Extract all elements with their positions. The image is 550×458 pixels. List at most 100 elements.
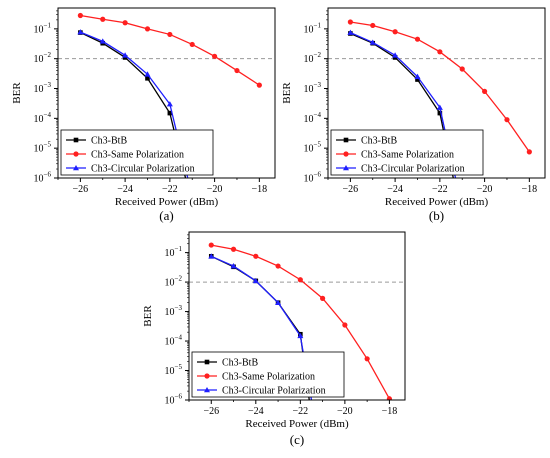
data-point [211,53,218,59]
x-axis-title: Received Power (dBm) [245,418,349,430]
legend-box [191,351,345,398]
legend-label: Ch3-Same Polarization [91,150,184,161]
y-tick-base: 10 [304,114,314,125]
y-tick-base: 10 [34,24,44,35]
data-point [415,77,420,82]
y-tick-base: 10 [165,248,175,259]
series-line-2 [350,31,457,178]
y-tick-base: 10 [34,84,44,95]
x-axis-title: Received Power (dBm) [385,196,489,208]
legend-box [60,129,214,176]
data-point [369,39,376,45]
data-point [320,295,326,301]
y-axis-title: BER [11,82,23,104]
series-2 [77,29,189,178]
legend-marker [204,373,210,379]
data-point [414,73,421,79]
series-2 [208,253,313,400]
y-tick-base: 10 [34,144,44,155]
data-point [167,31,173,38]
y-tick-exponent: −4 [175,334,183,342]
y-tick-exponent: −4 [314,111,322,119]
x-tick-label: −20 [477,184,493,195]
legend-label: Ch3-BtB [222,358,258,369]
data-point [275,299,282,305]
y-tick-label: 10−1 [304,21,322,35]
panel-label: (c) [290,432,304,447]
y-axis-title: BER [281,82,293,104]
panel-3: −26 −24 −22 −20 −1810−610−510−410−310−210−1R… [142,231,406,430]
legend-label: Ch3-Circular Polarization [91,164,195,175]
x-axis-title: Received Power (dBm) [115,196,219,208]
y-tick-label: 10−3 [34,81,52,95]
panel-label: (b) [429,208,444,223]
series-line-2 [211,255,313,400]
y-tick-base: 10 [304,84,314,95]
y-tick-exponent: −3 [44,81,52,89]
legend-marker [204,387,210,393]
y-tick-base: 10 [34,54,44,65]
x-tick-label: −22 [162,184,178,195]
data-point [392,29,398,35]
data-point [208,242,214,248]
x-tick-label: −18 [522,184,538,195]
data-point [99,38,106,44]
x-tick-label: −24 [117,184,133,195]
data-point [347,29,354,35]
data-point [252,277,259,284]
y-tick-exponent: −3 [175,304,183,312]
data-point [144,26,151,32]
x-tick-label: −22 [293,406,309,417]
data-point [230,263,237,269]
data-point [256,82,262,88]
x-tick-label: −26 [203,406,219,417]
x-tick-label: −24 [387,184,403,195]
x-tick-label: −18 [252,184,268,195]
legend-label: Ch3-Circular Polarization [222,386,326,397]
x-tick-label: −26 [343,184,359,195]
x-tick-label: −26 [73,184,89,195]
panel-label: (a) [159,208,173,223]
data-point [437,49,443,55]
data-point [166,101,173,107]
y-tick-label: 10−4 [304,111,322,125]
legend-label: Ch3-Same Polarization [361,150,454,161]
y-tick-base: 10 [304,174,314,185]
legend-marker [73,137,79,143]
y-tick-label: 10−1 [34,21,52,35]
data-point [122,20,128,26]
y-tick-exponent: −5 [44,141,52,149]
y-tick-label: 10−2 [304,51,322,65]
y-tick-base: 10 [165,396,175,407]
data-point [189,41,195,48]
y-tick-base: 10 [304,24,314,35]
y-tick-exponent: −2 [44,51,52,59]
data-point [77,12,83,19]
data-point [297,277,303,283]
series-1 [208,242,393,400]
panel-1: −26 −24 −22 −20 −1810−610−510−410−310−210−1R… [11,7,276,208]
y-tick-base: 10 [165,278,175,289]
y-tick-exponent: −5 [175,363,183,371]
series-line-0 [80,31,187,178]
series-2 [347,29,457,178]
legend-label: Ch3-Same Polarization [222,372,315,383]
data-point [144,71,151,77]
legend: Ch3-BtB Ch3-Same Polarization Ch3-Circular… [330,129,484,176]
y-tick-label: 10−1 [165,245,183,259]
legend-marker [73,165,79,171]
legend-label: Ch3-Circular Polarization [361,164,465,175]
y-tick-label: 10−4 [34,111,52,125]
legend-marker [343,137,349,143]
y-tick-label: 10−5 [165,363,183,377]
y-tick-exponent: −2 [175,275,183,283]
series-line-1 [80,14,260,86]
x-tick-label: −20 [337,406,353,417]
y-tick-exponent: −5 [314,141,322,149]
y-tick-base: 10 [34,174,44,185]
data-point [481,88,488,95]
data-point [436,104,443,110]
data-point [208,253,215,259]
legend: Ch3-BtB Ch3-Same Polarization Ch3-Circular… [191,351,345,398]
